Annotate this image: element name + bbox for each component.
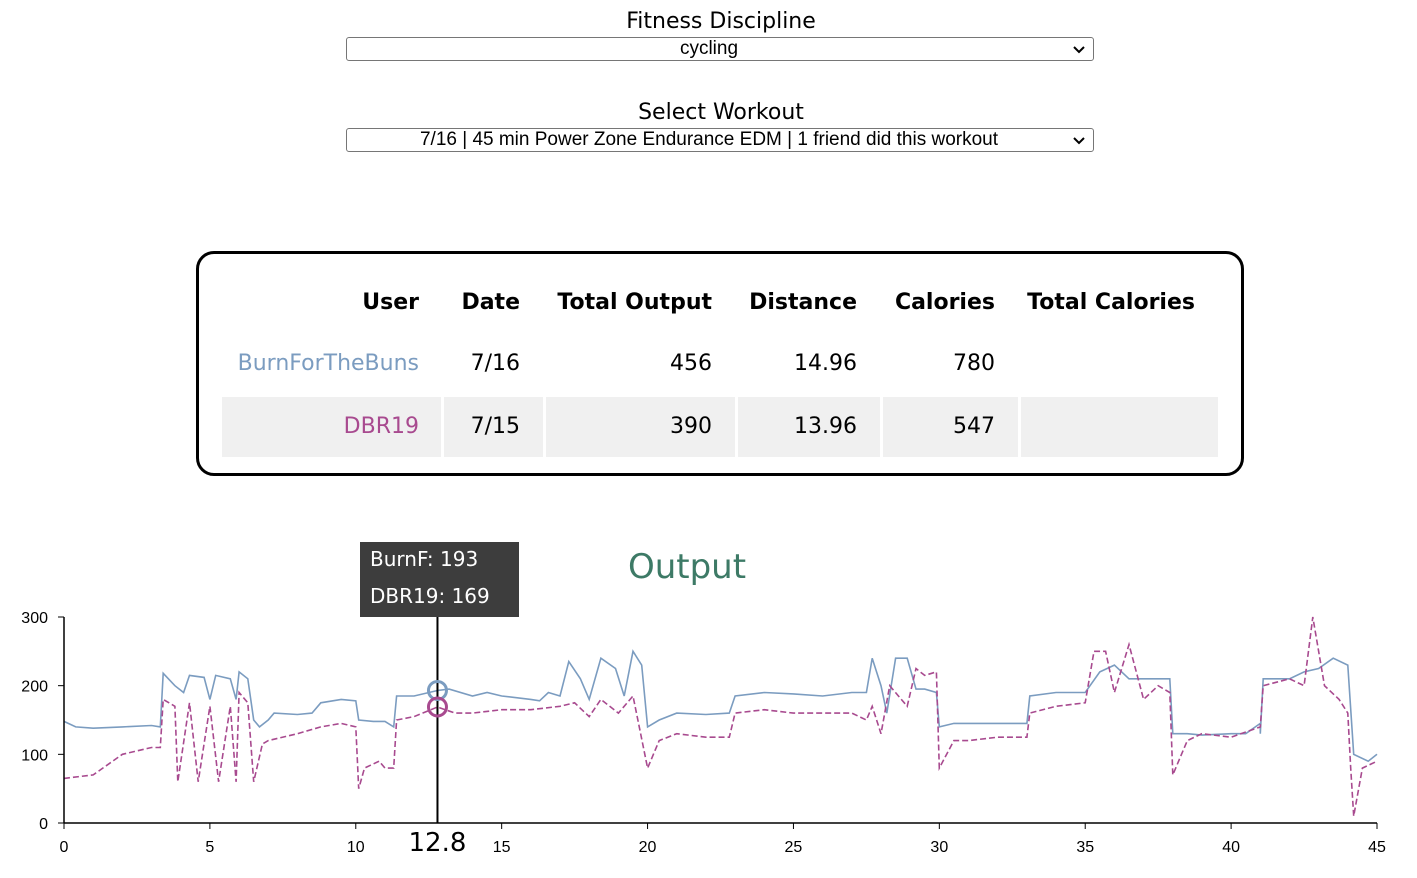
user-cell: DBR19 — [222, 397, 441, 457]
series-line-burnforthebuns — [63, 649, 1378, 763]
date-cell: 7/15 — [444, 397, 543, 457]
stats-table-container — [196, 251, 1244, 476]
x-tick-label: 15 — [493, 839, 511, 856]
x-tick-label: 45 — [1368, 839, 1386, 856]
table-row: DBR19 7/15 390 13.96 547 — [222, 397, 1218, 460]
x-tick-label: 30 — [930, 839, 948, 856]
hover-marker-burnforthebuns — [426, 679, 448, 701]
y-tick-label: 300 — [21, 610, 48, 627]
date-cell: 7/16 — [470, 351, 520, 376]
user-cell: BurnForTheBuns — [237, 351, 419, 376]
chart-title: Output — [628, 547, 746, 587]
fitness-discipline-label: Fitness Discipline — [626, 9, 816, 34]
y-tick-label: 100 — [21, 747, 48, 764]
series-line-dbr19 — [63, 616, 1378, 817]
chevron-down-icon — [1073, 137, 1085, 145]
y-tick-label: 200 — [21, 679, 48, 696]
x-tick-label: 25 — [785, 839, 803, 856]
x-tick-label: 20 — [639, 839, 657, 856]
x-tick-label: 35 — [1076, 839, 1094, 856]
calories-cell: 547 — [883, 397, 1018, 457]
header-calories: Calories — [894, 290, 995, 315]
header-distance: Distance — [749, 290, 857, 315]
stats-table: User Date Total Output Distance Calories… — [222, 271, 1218, 460]
total-output-cell: 456 — [670, 351, 712, 376]
total-output-cell: 390 — [546, 397, 735, 457]
tooltip-burnf-value: BurnF: 193 — [370, 547, 479, 571]
hover-marker-dbr19 — [426, 696, 448, 718]
x-tick-label: 40 — [1222, 839, 1240, 856]
total-calories-cell — [1021, 397, 1218, 457]
header-total-output: Total Output — [557, 290, 712, 315]
table-row: BurnForTheBuns 7/16 456 14.96 780 — [222, 334, 1218, 397]
distance-cell: 13.96 — [738, 397, 880, 457]
chevron-down-icon — [1073, 46, 1085, 54]
tooltip-dbr19-value: DBR19: 169 — [370, 584, 490, 608]
fitness-discipline-select[interactable]: cycling — [346, 37, 1094, 61]
chart-tooltip: BurnF: 193 DBR19: 169 — [360, 542, 519, 617]
header-total-calories: Total Calories — [1027, 290, 1195, 315]
workout-select-value: 7/16 | 45 min Power Zone Endurance EDM |… — [419, 129, 999, 150]
y-tick-label: 0 — [39, 816, 48, 833]
header-user: User — [362, 290, 419, 315]
x-tick-label: 0 — [60, 839, 69, 856]
x-tick-label: 10 — [347, 839, 365, 856]
distance-cell: 14.96 — [794, 351, 857, 376]
cursor-value-label: 12.8 — [409, 828, 467, 858]
select-workout-label: Select Workout — [638, 100, 804, 125]
calories-cell: 780 — [953, 351, 995, 376]
header-date: Date — [461, 290, 520, 315]
table-header-row: User Date Total Output Distance Calories… — [222, 271, 1218, 334]
fitness-discipline-value: cycling — [679, 38, 739, 59]
x-tick-label: 5 — [205, 839, 214, 856]
workout-select[interactable]: 7/16 | 45 min Power Zone Endurance EDM |… — [346, 128, 1094, 152]
